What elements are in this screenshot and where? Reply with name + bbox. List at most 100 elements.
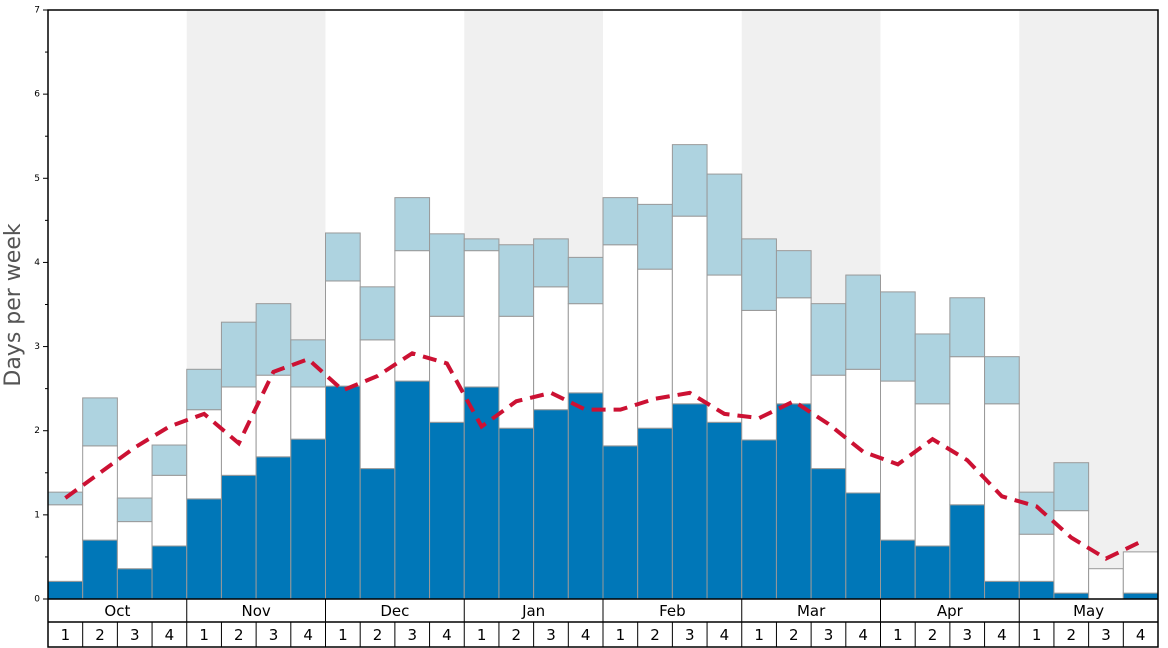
x-tick-label: 2 (650, 626, 660, 644)
bar-segment (463, 238, 500, 252)
bar-segment (290, 386, 326, 440)
bar-segment (116, 497, 153, 523)
bar-segment (1122, 592, 1159, 600)
x-tick-label: 3 (546, 626, 556, 644)
x-tick-label: 1 (754, 626, 764, 644)
bar-segment (498, 315, 535, 429)
x-tick-label: 4 (997, 626, 1007, 644)
bar-segment (810, 468, 847, 600)
month-label: Dec (380, 602, 409, 620)
bar-segment (880, 539, 916, 600)
bar-segment (533, 286, 569, 411)
bar-segment (880, 291, 916, 382)
x-tick-label: 4 (720, 626, 730, 644)
x-tick-label: 3 (685, 626, 695, 644)
bar-segment (1088, 568, 1124, 600)
bar-segment (602, 445, 639, 600)
y-tick-label: 3 (34, 342, 40, 352)
x-tick-label: 4 (1136, 626, 1146, 644)
month-label: Nov (241, 602, 270, 620)
bar-segment (394, 197, 431, 252)
bar-segment (741, 309, 777, 441)
y-axis-label: Days per week (1, 223, 26, 386)
average-line (64, 351, 1142, 561)
x-tick-label: 1 (61, 626, 71, 644)
bar-segment (255, 303, 292, 376)
bar-segment (220, 474, 257, 600)
bar-segment (359, 468, 396, 600)
bar-segment (810, 303, 847, 376)
bar-segment (151, 474, 188, 547)
bar-segment (637, 427, 673, 600)
bar-segment (602, 244, 639, 447)
bar-segment (741, 238, 777, 311)
x-tick-label: 3 (824, 626, 834, 644)
month-label: Apr (937, 602, 964, 620)
bar-segment (325, 280, 361, 387)
x-tick-label: 1 (199, 626, 209, 644)
bar-segment (186, 498, 222, 600)
bar-segment (775, 250, 812, 299)
bar-segment (1018, 491, 1055, 535)
bar-segment (602, 197, 639, 246)
x-tick-label: 3 (130, 626, 140, 644)
x-tick-label: 3 (962, 626, 972, 644)
bar-segment (151, 444, 188, 476)
bar-segment (775, 403, 812, 600)
bar-segment (290, 438, 326, 600)
bar-segment (82, 445, 118, 541)
bar-segment (255, 374, 292, 458)
x-tick-label: 2 (1067, 626, 1077, 644)
month-label: Feb (659, 602, 686, 620)
bar-segment (671, 215, 708, 405)
x-tick-label: 4 (581, 626, 591, 644)
bar-segment (533, 238, 569, 288)
bar-segment (429, 421, 465, 600)
bar-segment (47, 491, 84, 506)
x-tick-label: 1 (338, 626, 348, 644)
x-tick-label: 2 (512, 626, 522, 644)
bar-segment (949, 504, 986, 600)
bar-segment (220, 386, 257, 476)
bar-segment (914, 333, 951, 405)
bar-segment (567, 303, 604, 394)
bar-segment (429, 233, 465, 317)
bar-segment (116, 568, 153, 600)
y-tick-label: 1 (34, 510, 40, 520)
bar-segment (1053, 462, 1090, 512)
bar-segment (671, 403, 708, 600)
bar-segment (775, 297, 812, 405)
month-label: May (1073, 602, 1104, 620)
bar-segment (637, 203, 673, 270)
bar-segment (741, 439, 777, 600)
bar-segment (914, 403, 951, 547)
y-tick-label: 0 (34, 595, 40, 605)
x-tick-label: 2 (234, 626, 244, 644)
bar-segment (116, 521, 153, 570)
bar-segment (186, 368, 222, 411)
x-tick-label: 2 (789, 626, 799, 644)
bar-segment (1018, 580, 1055, 600)
bar-segment (706, 421, 743, 600)
bar-segment (1018, 533, 1055, 582)
y-tick-label: 2 (34, 426, 40, 436)
y-tick-label: 5 (34, 174, 40, 184)
bar-segment (1053, 592, 1090, 600)
bar-segment (220, 321, 257, 388)
x-tick-label: 4 (858, 626, 868, 644)
bar-segment (1053, 510, 1090, 594)
bar-segment (325, 232, 361, 282)
x-tick-label: 3 (1101, 626, 1111, 644)
bar-segment (82, 539, 118, 600)
bar-segment (1122, 551, 1159, 594)
x-tick-label: 4 (442, 626, 452, 644)
bar-segment (498, 244, 535, 317)
x-tick-label: 3 (407, 626, 417, 644)
bar-segment (984, 580, 1020, 600)
bar-segment (151, 545, 188, 600)
month-label: Mar (797, 602, 826, 620)
bar-segment (498, 427, 535, 600)
bar-segment (567, 256, 604, 305)
y-tick-label: 4 (34, 258, 40, 268)
